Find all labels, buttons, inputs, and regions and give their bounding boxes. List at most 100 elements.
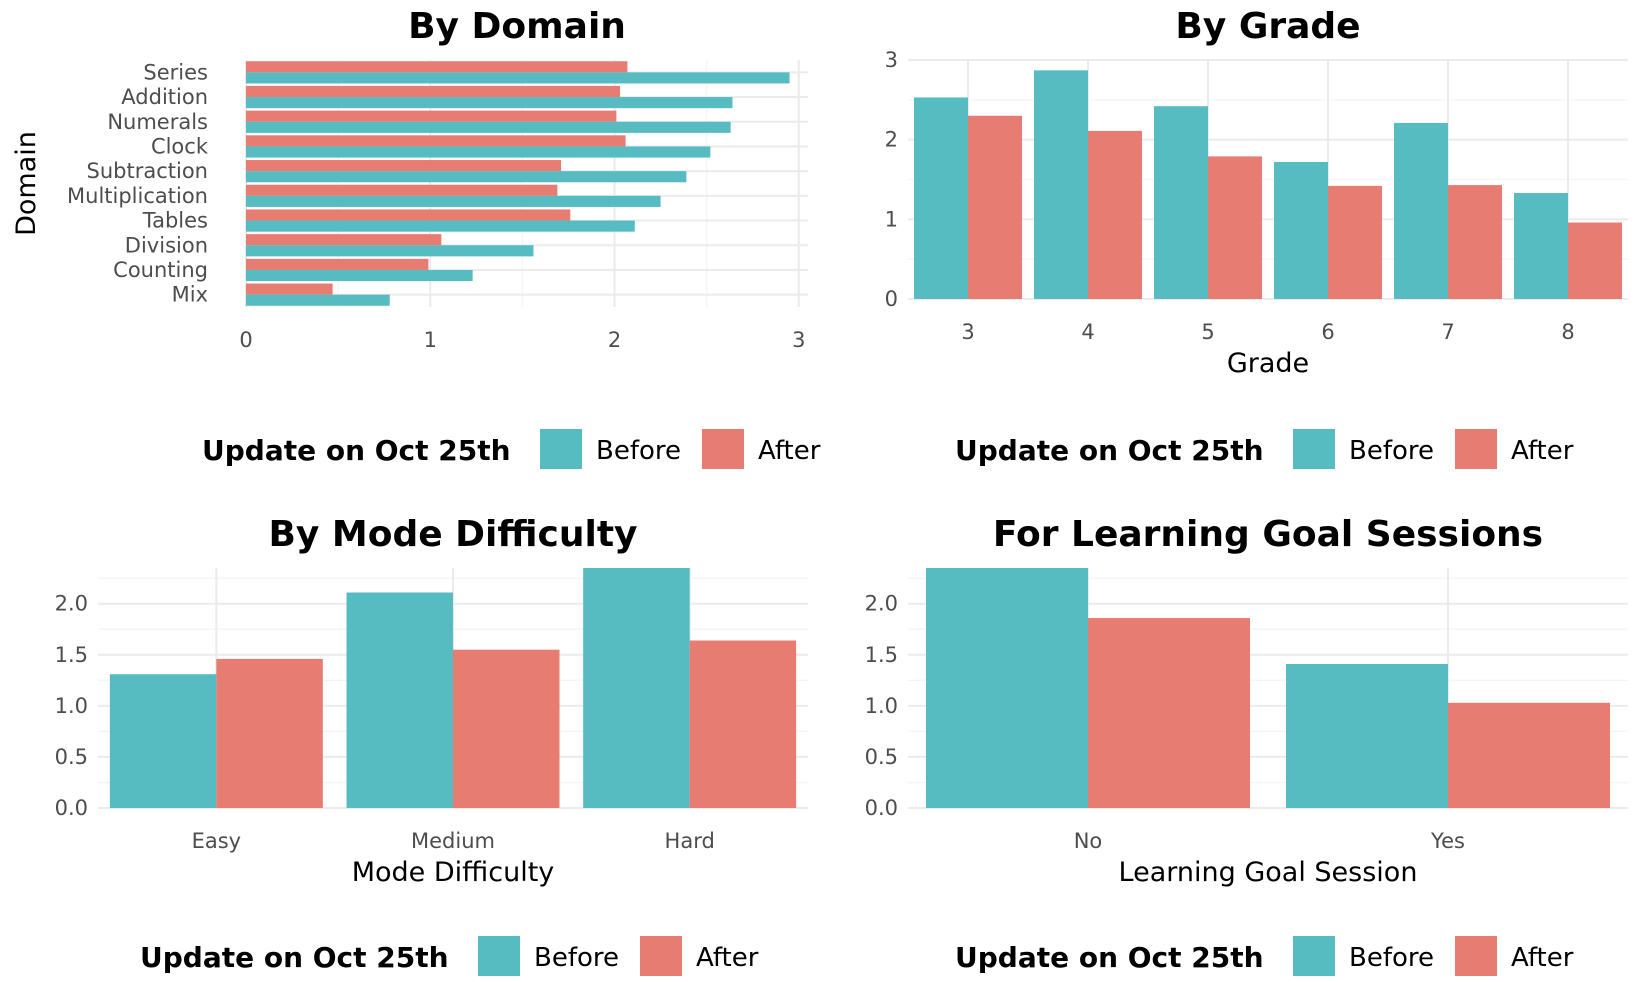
y-tick-label: Clock — [151, 134, 209, 158]
chart-title: For Learning Goal Sessions — [993, 514, 1543, 555]
bar-after-medium — [453, 649, 560, 808]
legend-title: Update on Oct 25th — [955, 434, 1264, 467]
y-tick-label: 0 — [885, 287, 898, 311]
x-tick-label: 3 — [961, 320, 974, 344]
y-tick-label: 2 — [885, 128, 898, 152]
legend-label-after: After — [758, 436, 821, 466]
legend-title: Update on Oct 25th — [955, 941, 1264, 974]
bar-after-division — [246, 234, 442, 246]
chart-title: By Domain — [408, 6, 626, 47]
legend-swatch-before — [1293, 429, 1335, 469]
bar-after-7 — [1448, 185, 1502, 299]
x-axis-label: Grade — [1227, 348, 1309, 379]
bar-after-5 — [1208, 156, 1262, 299]
bar-after-easy — [216, 658, 323, 808]
bar-before-yes — [1286, 664, 1448, 808]
bar-after-yes — [1448, 702, 1610, 808]
y-tick-label: Multiplication — [67, 184, 208, 208]
bar-before-tables — [246, 220, 635, 232]
y-tick-label: 0.5 — [865, 745, 898, 769]
x-tick-label: Easy — [192, 829, 242, 853]
bar-after-numerals — [246, 110, 617, 122]
y-tick-label: 0.0 — [55, 796, 88, 820]
bar-before-medium — [346, 592, 453, 808]
bar-after-clock — [246, 135, 626, 147]
bar-after-3 — [968, 115, 1022, 300]
y-tick-label: Addition — [121, 85, 208, 109]
legend-swatch-before — [540, 429, 582, 469]
bar-before-subtraction — [246, 171, 687, 183]
legend-label-before: Before — [596, 436, 681, 466]
legend-label-before: Before — [534, 943, 619, 973]
y-tick-label: Subtraction — [87, 159, 208, 183]
y-tick-label: Tables — [142, 209, 208, 233]
chart-title: By Mode Difficulty — [268, 514, 637, 555]
y-tick-label: Series — [143, 60, 208, 84]
y-tick-label: 0.5 — [55, 745, 88, 769]
bar-after-tables — [246, 209, 571, 221]
bar-after-mix — [246, 283, 333, 295]
legend-swatch-before — [478, 936, 520, 976]
y-tick-label: 2.0 — [865, 592, 898, 616]
y-tick-label: 1.5 — [55, 643, 88, 667]
y-tick-label: 1 — [885, 207, 898, 231]
x-tick-label: 6 — [1321, 320, 1334, 344]
y-tick-label: 1.5 — [865, 643, 898, 667]
bar-before-division — [246, 245, 534, 257]
legend-label-after: After — [1511, 436, 1574, 466]
bar-before-hard — [583, 568, 690, 808]
x-tick-label: 1 — [424, 328, 437, 352]
bar-before-series — [246, 72, 790, 84]
legend-swatch-after — [1455, 936, 1497, 976]
x-tick-label: 5 — [1201, 320, 1214, 344]
bar-before-3 — [914, 97, 968, 300]
bar-after-no — [1088, 618, 1250, 808]
x-axis-label: Learning Goal Session — [1119, 857, 1418, 888]
legend-title: Update on Oct 25th — [202, 434, 511, 467]
bar-before-no — [926, 568, 1088, 808]
y-tick-label: Counting — [113, 258, 208, 282]
bar-before-clock — [246, 146, 711, 158]
bar-before-easy — [109, 674, 217, 808]
bar-before-numerals — [246, 121, 731, 133]
bar-before-multiplication — [246, 195, 661, 207]
y-tick-label: 3 — [885, 48, 898, 72]
y-tick-label: 0.0 — [865, 796, 898, 820]
x-axis-label: Mode Difficulty — [352, 857, 555, 888]
y-axis-label: Domain — [11, 131, 42, 236]
bar-before-5 — [1154, 106, 1208, 299]
bar-after-6 — [1328, 185, 1382, 299]
y-tick-label: Division — [125, 233, 208, 257]
bar-before-6 — [1274, 161, 1328, 299]
bar-after-subtraction — [246, 160, 562, 172]
panel-by-grade: 0 1 2 3 3 4 5 6 7 8 By Grade Grade Update on Oct 25t… — [885, 6, 1628, 469]
x-tick-label: Medium — [411, 829, 495, 853]
panel-learning-goal-sessions: 0.0 0.5 1.0 1.5 2.0 No Yes For Learning Goal Se… — [865, 514, 1628, 976]
panel-by-domain: 0 1 2 3 SeriesAdditionNumeralsClockSubtracti… — [11, 6, 821, 469]
chart-title: By Grade — [1175, 6, 1360, 47]
x-tick-label: 0 — [239, 328, 252, 352]
x-tick-label: No — [1074, 829, 1103, 853]
x-tick-label: 8 — [1561, 320, 1574, 344]
bar-after-hard — [689, 640, 797, 808]
x-tick-label: 3 — [792, 328, 805, 352]
bar-after-multiplication — [246, 184, 558, 196]
y-tick-label: Mix — [172, 283, 208, 307]
x-tick-label: Hard — [665, 829, 715, 853]
y-tick-label: 2.0 — [55, 592, 88, 616]
legend-swatch-after — [640, 936, 682, 976]
bar-before-7 — [1394, 122, 1448, 299]
y-tick-label: Numerals — [107, 110, 208, 134]
bar-after-counting — [246, 258, 429, 270]
bar-before-counting — [246, 269, 473, 282]
y-tick-label: 1.0 — [865, 694, 898, 718]
x-tick-label: 7 — [1441, 320, 1454, 344]
legend-swatch-before — [1293, 936, 1335, 976]
bar-after-4 — [1088, 130, 1142, 299]
x-tick-label: Yes — [1430, 829, 1465, 853]
bar-after-8 — [1568, 222, 1622, 299]
bar-before-4 — [1034, 70, 1088, 300]
x-tick-label: 2 — [608, 328, 621, 352]
legend-label-before: Before — [1349, 943, 1434, 973]
